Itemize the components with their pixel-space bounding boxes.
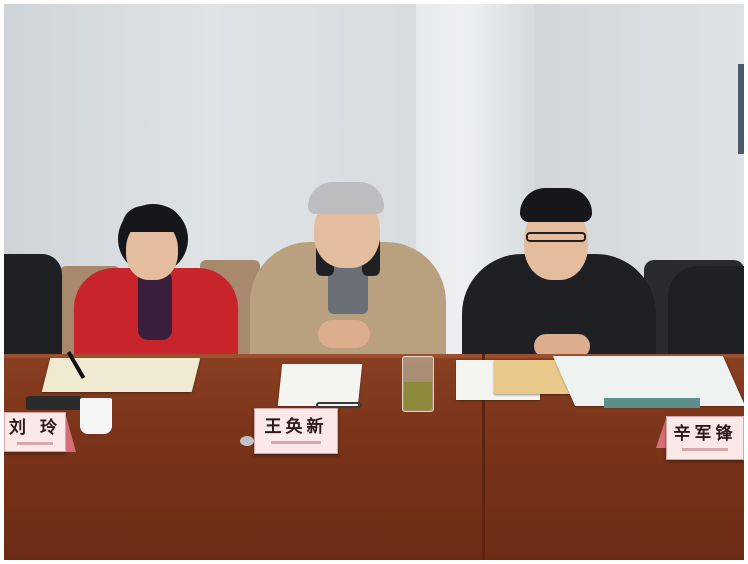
glasses-icon <box>526 232 586 242</box>
tea-liquid <box>404 382 432 410</box>
open-notebook-left <box>41 358 201 392</box>
nameplate-center-text: 王奂新 <box>264 416 328 437</box>
nameplate-center-subtitle <box>271 440 321 444</box>
person-far-left <box>4 244 64 359</box>
book-spine <box>604 398 700 408</box>
picture-frame-edge <box>738 64 744 154</box>
nameplate-left-side <box>66 416 76 452</box>
nameplate-right-side <box>656 418 666 448</box>
paper-cup-icon <box>80 398 112 434</box>
phone-icon <box>26 396 82 410</box>
nameplate-right-text: 辛军锋 <box>673 423 737 444</box>
nameplate-left-subtitle <box>17 441 53 445</box>
person-man-black <box>458 184 658 368</box>
nameplate-center: 王奂新 <box>254 408 338 454</box>
nameplate-left-text: 刘 玲 <box>9 417 61 438</box>
nameplate-left: 刘 玲 <box>4 412 66 452</box>
nameplate-right-subtitle <box>682 447 728 451</box>
person-woman-red <box>62 200 242 366</box>
microphone-base-icon <box>240 436 254 446</box>
nameplate-right: 辛军锋 <box>666 416 744 460</box>
table-seam <box>482 354 485 560</box>
eyeglasses-icon <box>316 402 362 408</box>
table-edge <box>4 354 744 358</box>
meeting-photo: 刘 玲 王奂新 辛军锋 <box>4 4 744 560</box>
person-man-tan <box>248 178 448 368</box>
document-center <box>277 364 363 406</box>
